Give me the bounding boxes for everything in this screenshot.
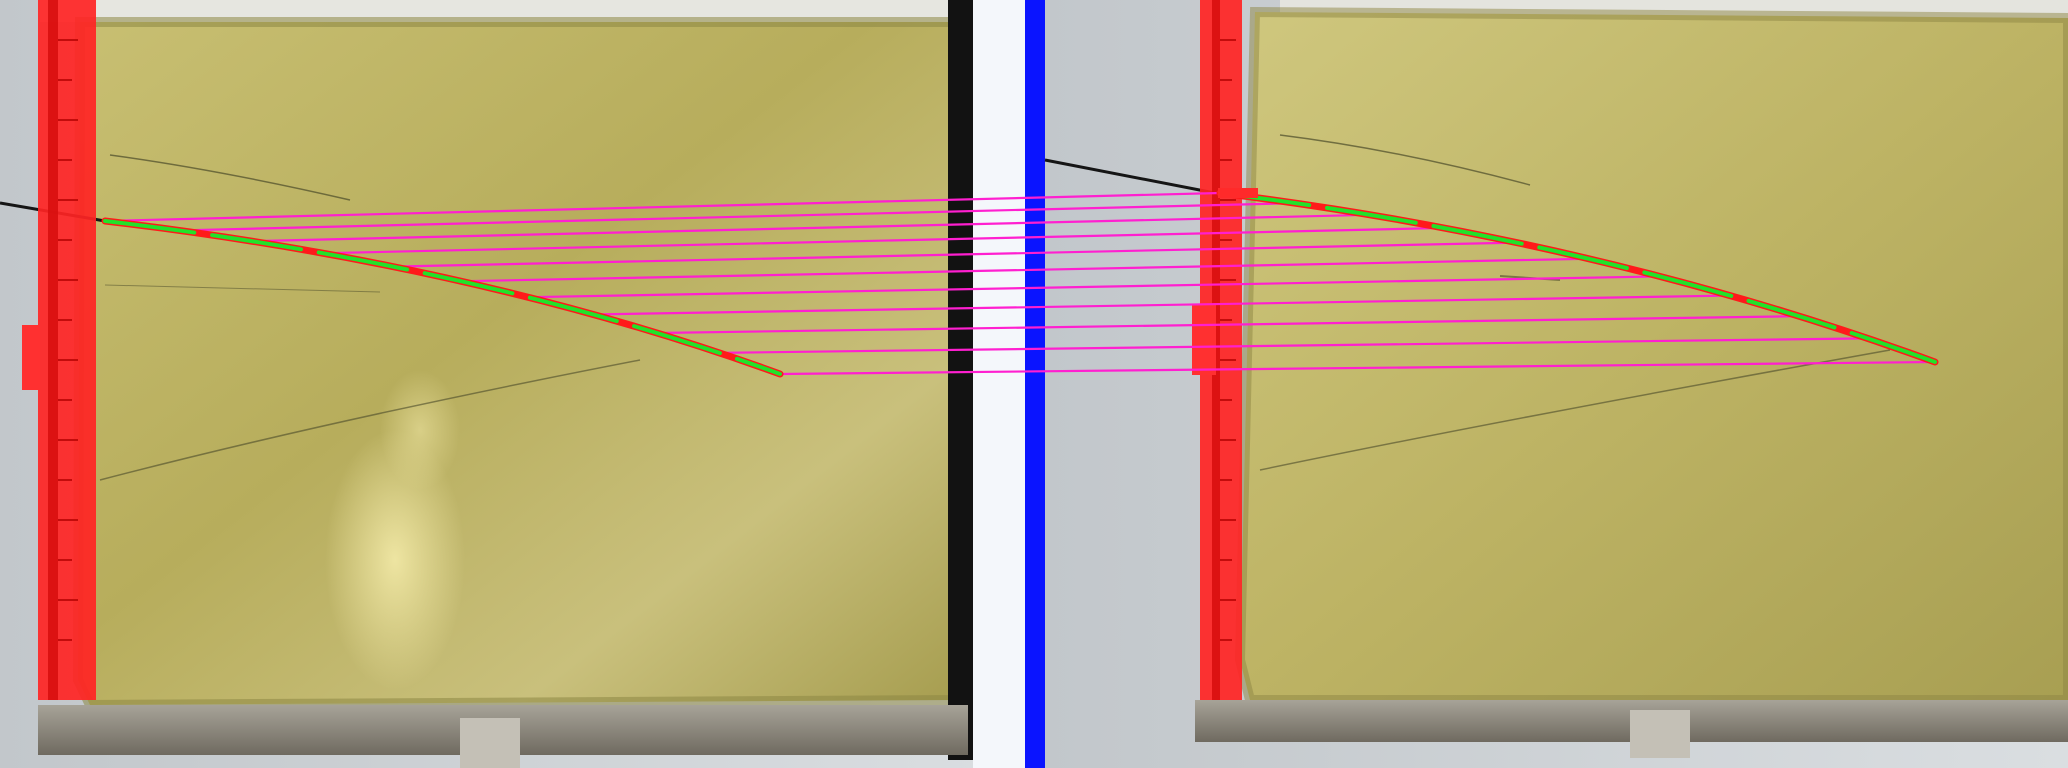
left-glare-2 [380, 370, 460, 490]
right-gel-block [1240, 12, 2068, 700]
match-line [656, 315, 1800, 335]
left-top-frame [40, 0, 950, 22]
right-ruler-ticks [1220, 39, 1236, 641]
left-scratch-3 [104, 284, 381, 293]
right-scratch-2 [1259, 349, 1891, 471]
right-crack-green [1218, 191, 1937, 364]
left-ruler [38, 0, 96, 700]
left-glare [325, 430, 465, 690]
match-lines [104, 191, 1936, 376]
right-crack-trace [1216, 188, 1939, 366]
left-ruler-clip [22, 325, 40, 390]
right-scratch-1 [1279, 134, 1531, 186]
left-ruler-ticks [58, 39, 78, 641]
match-line [593, 294, 1730, 316]
left-scratch-1 [109, 154, 351, 201]
match-line [251, 213, 1371, 243]
right-needle [1044, 158, 1216, 195]
left-crack-green [103, 219, 782, 376]
right-camera-view [1044, 0, 2068, 768]
left-camera-view [0, 0, 1024, 768]
match-line [461, 257, 1589, 283]
left-gel-block [78, 22, 958, 705]
left-tray-slot [460, 718, 520, 768]
match-line [779, 360, 1936, 376]
match-line [527, 275, 1660, 299]
left-ruler-inner [48, 0, 58, 700]
match-line [104, 191, 1221, 223]
left-crack-trace [101, 217, 784, 378]
right-ruler-clip [1192, 305, 1216, 375]
match-line [179, 202, 1296, 232]
match-line [323, 226, 1444, 255]
center-blue-divider [1025, 0, 1045, 768]
left-dark-post [948, 0, 973, 760]
match-line [392, 241, 1517, 268]
left-scratch-2 [99, 359, 641, 481]
right-tray-slot [1630, 710, 1690, 758]
center-white-gap [973, 0, 1025, 768]
right-crack-start-marker [1218, 188, 1258, 198]
match-line [719, 337, 1868, 354]
